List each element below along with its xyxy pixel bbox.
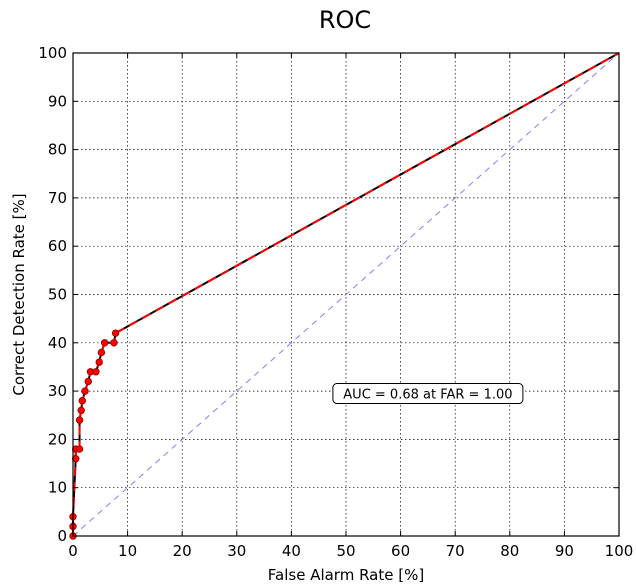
x-tick-label: 30: [227, 542, 246, 560]
data-point: [77, 406, 85, 415]
x-axis-title: False Alarm Rate [%]: [268, 566, 424, 584]
annotation-box: [332, 383, 524, 405]
data-point: [81, 387, 89, 395]
x-tick-label: 60: [391, 542, 410, 560]
y-tick-label: 10: [48, 479, 67, 497]
x-tick-label: 0: [68, 542, 78, 560]
data-point: [111, 329, 120, 337]
x-tick-label: 40: [282, 542, 301, 560]
auc-annotation: AUC = 0.68 at FAR = 1.00: [332, 383, 524, 405]
x-tick-label: 80: [500, 542, 519, 560]
y-tick-label: 0: [57, 527, 67, 545]
data-point: [97, 348, 106, 357]
annotation-text: AUC = 0.68 at FAR = 1.00: [343, 388, 512, 403]
data-point: [78, 397, 86, 405]
axis-ticks: 0 10 20 30 40 50 60 70 80 90 100 0 10 20 30 40 50 60 70 80 9…: [38, 44, 633, 560]
y-axis-title: Correct Detection Rate [%]: [10, 193, 28, 395]
data-point: [75, 416, 84, 424]
x-tick-label: 20: [173, 542, 192, 560]
data-point: [75, 445, 84, 453]
x-tick-label: 10: [118, 542, 137, 560]
data-point: [100, 339, 109, 347]
x-tick-label: 70: [446, 542, 465, 560]
y-tick-label: 80: [48, 141, 67, 159]
y-tick-label: 60: [48, 237, 67, 255]
chart-title: ROC: [319, 6, 371, 34]
y-tick-label: 100: [38, 44, 67, 62]
y-tick-label: 20: [48, 430, 67, 448]
y-tick-label: 90: [48, 92, 67, 110]
y-tick-label: 30: [48, 382, 67, 400]
data-point: [92, 368, 100, 376]
x-tick-label: 50: [336, 542, 355, 560]
plot-series: [69, 52, 620, 540]
data-point: [95, 358, 103, 366]
series-line-2: [72, 52, 620, 537]
y-tick-label: 40: [48, 334, 67, 352]
grid: [73, 53, 619, 536]
x-tick-label: 90: [555, 542, 574, 560]
data-point: [110, 339, 118, 347]
y-tick-label: 70: [48, 189, 67, 207]
x-tick-label: 100: [605, 542, 634, 560]
y-tick-label: 50: [48, 286, 67, 304]
data-point: [84, 377, 92, 386]
